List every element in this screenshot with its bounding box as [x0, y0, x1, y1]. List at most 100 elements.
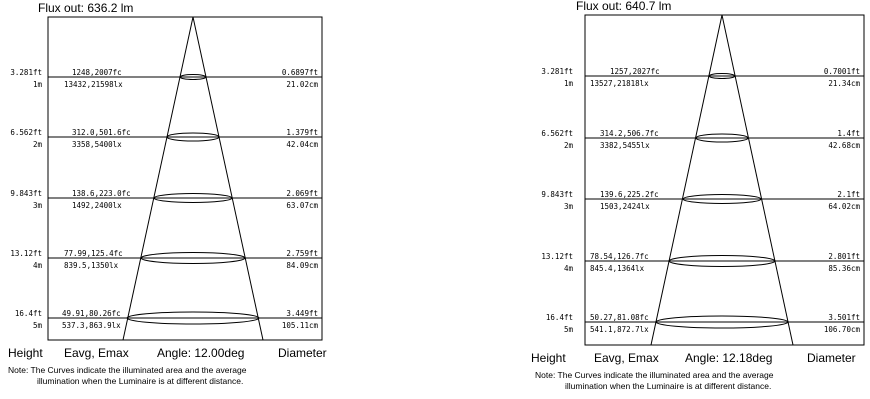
height-ft: 9.843ft [541, 190, 573, 199]
distance-row: 9.843ft 3m 139.6,225.2fc 1503,2424lx 2.1… [541, 190, 864, 211]
beam-spot-ellipse [166, 132, 220, 142]
header-angle: Angle: 12.18deg [685, 351, 772, 365]
eavg-lx: 541.1,872.7lx [590, 325, 649, 334]
diameter-cm: 42.68cm [828, 141, 860, 150]
beam-spot-ellipse [655, 315, 789, 329]
distance-row: 6.562ft 2m 314.2,506.7fc 3382,5455lx 1.4… [541, 129, 864, 150]
distance-row: 16.4ft 5m 49.91,80.26fc 537.3,863.9lx 3.… [15, 309, 322, 330]
height-m: 2m [33, 140, 43, 149]
diameter-cm: 42.04cm [286, 140, 318, 149]
beam-spot-ellipse [179, 74, 207, 80]
diameter-cm: 64.02cm [828, 202, 860, 211]
diameter-ft: 2.1ft [837, 190, 860, 199]
diameter-cm: 84.09cm [286, 261, 318, 270]
diameter-cm: 21.02cm [286, 80, 318, 89]
diameter-ft: 3.501ft [828, 313, 860, 322]
height-m: 4m [33, 261, 43, 270]
height-m: 1m [33, 80, 43, 89]
beam-edge-left [122, 16, 194, 341]
beam-edge-right [192, 16, 264, 341]
header-height: Height [8, 346, 43, 360]
eavg-lx: 3358,5400lx [72, 140, 122, 149]
diameter-ft: 1.379ft [286, 128, 318, 137]
eavg-lx: 1492,2400lx [72, 201, 122, 210]
header-angle: Angle: 12.00deg [157, 346, 244, 360]
eavg-lx: 13432,21598lx [64, 80, 123, 89]
diagram-frame [47, 16, 323, 341]
height-ft: 6.562ft [10, 128, 42, 137]
diameter-cm: 105.11cm [282, 321, 319, 330]
height-m: 5m [564, 325, 574, 334]
diameter-ft: 2.069ft [286, 189, 318, 198]
height-ft: 16.4ft [546, 313, 573, 322]
height-m: 3m [564, 202, 574, 211]
distance-row: 3.281ft 1m 1248,2007fc 13432,21598lx 0.6… [10, 68, 322, 89]
distance-row: 3.281ft 1m 1257,2027fc 13527,21818lx 0.7… [541, 67, 864, 88]
eavg-fc: 314.2,506.7fc [600, 129, 659, 138]
height-ft: 16.4ft [15, 309, 42, 318]
diagram-frame [584, 14, 865, 346]
distance-row: 16.4ft 5m 50.27,81.08fc 541.1,872.7lx 3.… [546, 313, 864, 334]
eavg-fc: 1248,2007fc [72, 68, 122, 77]
height-ft: 3.281ft [541, 67, 573, 76]
header-height: Height [531, 351, 566, 365]
eavg-fc: 78.54,126.7fc [590, 252, 649, 261]
height-m: 2m [564, 141, 574, 150]
diameter-ft: 1.4ft [837, 129, 860, 138]
eavg-fc: 312.0,501.6fc [72, 128, 131, 137]
eavg-fc: 139.6,225.2fc [600, 190, 659, 199]
header-diameter: Diameter [807, 351, 856, 365]
beam-spot-ellipse [708, 73, 736, 79]
beam-diagram-right: Flux out: 640.7 lm 3.281ft 1m 1257,2027f… [531, 0, 865, 391]
height-ft: 13.12ft [10, 249, 42, 258]
diameter-ft: 3.449ft [286, 309, 318, 318]
note-line-2: illumination when the Luminaire is at di… [565, 381, 771, 391]
flux-label: Flux out: 640.7 lm [576, 0, 671, 13]
height-m: 5m [33, 321, 43, 330]
height-ft: 3.281ft [10, 68, 42, 77]
eavg-fc: 49.91,80.26fc [62, 309, 121, 318]
eavg-fc: 50.27,81.08fc [590, 313, 649, 322]
note-line-1: Note: The Curves indicate the illuminate… [8, 365, 247, 375]
header-diameter: Diameter [278, 346, 327, 360]
eavg-fc: 77.99,125.4fc [64, 249, 123, 258]
beam-spot-ellipse [668, 255, 776, 267]
height-m: 3m [33, 201, 43, 210]
diameter-ft: 2.801ft [828, 252, 860, 261]
beam-spot-ellipse [153, 193, 233, 203]
beam-spot-ellipse [140, 252, 246, 264]
beam-spot-ellipse [126, 311, 260, 325]
distance-row: 9.843ft 3m 138.6,223.0fc 1492,2400lx 2.0… [10, 189, 322, 210]
diameter-cm: 85.36cm [828, 264, 860, 273]
height-ft: 6.562ft [541, 129, 573, 138]
diameter-ft: 0.7001ft [824, 67, 860, 76]
beam-edge-left [650, 14, 723, 346]
diameter-cm: 63.07cm [286, 201, 318, 210]
header-eavg: Eavg, Emax [64, 346, 129, 360]
beam-edge-right [721, 14, 794, 346]
eavg-fc: 138.6,223.0fc [72, 189, 131, 198]
height-ft: 13.12ft [541, 252, 573, 261]
eavg-lx: 839.5,1350lx [64, 261, 119, 270]
height-m: 4m [564, 264, 574, 273]
diameter-cm: 106.70cm [824, 325, 861, 334]
note-line-1: Note: The Curves indicate the illuminate… [535, 370, 774, 380]
flux-label: Flux out: 636.2 lm [38, 1, 133, 15]
distance-row: 13.12ft 4m 77.99,125.4fc 839.5,1350lx 2.… [10, 249, 322, 270]
note-line-2: illumination when the Luminaire is at di… [37, 376, 243, 386]
eavg-lx: 537.3,863.9lx [62, 321, 121, 330]
eavg-fc: 1257,2027fc [610, 67, 660, 76]
eavg-lx: 845.4,1364lx [590, 264, 645, 273]
distance-row: 6.562ft 2m 312.0,501.6fc 3358,5400lx 1.3… [10, 128, 322, 149]
header-eavg: Eavg, Emax [594, 351, 659, 365]
eavg-lx: 3382,5455lx [600, 141, 650, 150]
height-ft: 9.843ft [10, 189, 42, 198]
diameter-ft: 0.6897ft [282, 68, 318, 77]
eavg-lx: 13527,21818lx [590, 79, 649, 88]
height-m: 1m [564, 79, 574, 88]
beam-spot-ellipse [695, 133, 749, 143]
distance-row: 13.12ft 4m 78.54,126.7fc 845.4,1364lx 2.… [541, 252, 864, 273]
beam-spot-ellipse [682, 194, 762, 204]
beam-diagram-left: Flux out: 636.2 lm 3.281ft 1m 1248,2007f… [8, 1, 327, 386]
